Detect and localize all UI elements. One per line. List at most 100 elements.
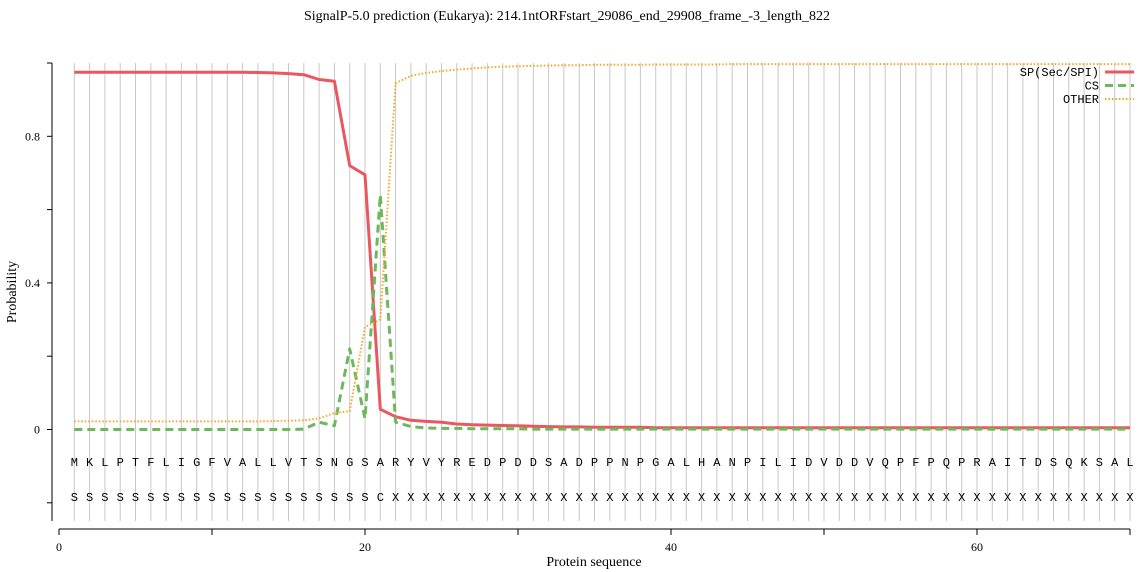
residue-70: L (1126, 456, 1133, 470)
residue-53: V (866, 456, 874, 470)
annotation-3: S (101, 491, 108, 505)
annotation-29: X (499, 491, 506, 505)
x-tick-label-2: 40 (665, 540, 677, 554)
annotation-61: X (989, 491, 996, 505)
annotation-35: X (591, 491, 598, 505)
annotation-69: X (1111, 491, 1118, 505)
annotation-56: X (912, 491, 919, 505)
annotation-42: X (698, 491, 705, 505)
y-tick-label-1: 0.4 (25, 276, 40, 290)
annotation-60: X (973, 491, 980, 505)
residue-7: L (162, 456, 169, 470)
annotation-40: X (667, 491, 674, 505)
residue-15: V (285, 456, 293, 470)
annotation-45: X (744, 491, 751, 505)
annotation-21: C (377, 491, 384, 505)
residue-6: F (147, 456, 154, 470)
residue-44: N (729, 456, 736, 470)
annotation-59: X (958, 491, 965, 505)
residue-40: A (667, 456, 675, 470)
annotation-5: S (132, 491, 139, 505)
residue-57: P (927, 456, 934, 470)
residue-63: T (1019, 456, 1026, 470)
legend-label-other: OTHER (1063, 93, 1099, 107)
annotation-12: S (239, 491, 246, 505)
residue-17: S (315, 456, 322, 470)
series-line-cs (74, 193, 1130, 431)
residue-13: L (254, 456, 261, 470)
residue-16: T (300, 456, 307, 470)
annotation-14: S (270, 491, 277, 505)
annotation-28: X (484, 491, 491, 505)
annotation-41: X (683, 491, 690, 505)
annotation-68: X (1096, 491, 1103, 505)
residue-38: P (637, 456, 644, 470)
annotation-63: X (1019, 491, 1026, 505)
residue-32: S (545, 456, 552, 470)
annotation-48: X (790, 491, 797, 505)
residue-8: I (178, 456, 185, 470)
series-lines (74, 63, 1130, 431)
annotation-36: X (606, 491, 613, 505)
x-axis-label: Protein sequence (546, 555, 641, 570)
residue-45: P (744, 456, 751, 470)
residue-10: F (208, 456, 215, 470)
x-tick-label-3: 60 (971, 540, 983, 554)
residue-54: Q (882, 456, 889, 470)
residue-35: P (591, 456, 598, 470)
annotation-6: S (147, 491, 154, 505)
residue-65: S (1050, 456, 1057, 470)
residue-49: D (805, 456, 812, 470)
residue-67: K (1080, 456, 1088, 470)
y-tick-label-2: 0.8 (25, 129, 40, 143)
annotation-38: X (637, 491, 644, 505)
annotation-8: S (178, 491, 185, 505)
residue-62: I (1004, 456, 1011, 470)
annotation-9: S (193, 491, 200, 505)
annotation-49: X (805, 491, 812, 505)
residue-41: L (683, 456, 690, 470)
residue-61: A (989, 456, 997, 470)
annotation-15: S (285, 491, 292, 505)
annotation-52: X (851, 491, 858, 505)
annotation-33: X (560, 491, 567, 505)
annotation-43: X (713, 491, 720, 505)
legend-label-sp-sec-spi: SP(Sec/SPI) (1020, 66, 1099, 80)
residue-27: E (468, 456, 475, 470)
x-axis-ticks: 0 20 40 60 (56, 529, 1131, 554)
annotation-46: X (759, 491, 766, 505)
annotation-24: X (423, 491, 430, 505)
annotation-62: X (1004, 491, 1011, 505)
residue-33: A (560, 456, 568, 470)
annotation-51: X (836, 491, 843, 505)
y-axis-ticks: 0 0.4 0.8 (25, 62, 52, 504)
residue-26: R (453, 456, 460, 470)
annotation-16: S (300, 491, 307, 505)
annotation-66: X (1065, 491, 1072, 505)
residue-64: D (1035, 456, 1042, 470)
residue-37: N (621, 456, 628, 470)
residue-24: V (423, 456, 431, 470)
annotation-47: X (774, 491, 781, 505)
annotation-27: X (468, 491, 475, 505)
annotation-1: S (71, 491, 78, 505)
residue-1: M (71, 456, 78, 470)
residue-46: I (759, 456, 766, 470)
residue-39: G (652, 456, 659, 470)
annotation-31: X (530, 491, 537, 505)
annotation-58: X (943, 491, 950, 505)
residue-22: R (392, 456, 399, 470)
y-tick-label-0: 0 (34, 423, 40, 437)
residue-31: D (530, 456, 537, 470)
annotation-70: X (1126, 491, 1133, 505)
annotation-44: X (729, 491, 736, 505)
annotation-67: X (1080, 491, 1087, 505)
residue-2: K (86, 456, 94, 470)
residue-18: N (331, 456, 338, 470)
annotation-39: X (652, 491, 659, 505)
residue-43: A (713, 456, 721, 470)
residue-47: L (774, 456, 781, 470)
annotation-7: S (162, 491, 169, 505)
residue-23: Y (407, 456, 414, 470)
